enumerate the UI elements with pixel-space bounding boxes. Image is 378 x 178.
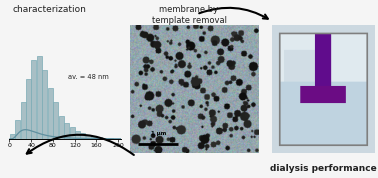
Bar <box>31 61 36 139</box>
Bar <box>102 138 107 139</box>
Bar <box>108 138 113 139</box>
Bar <box>42 70 47 139</box>
Bar <box>70 127 74 139</box>
Text: membrane by
template removal: membrane by template removal <box>152 5 226 25</box>
Bar <box>59 116 64 139</box>
Bar <box>20 102 26 139</box>
Bar <box>75 130 80 139</box>
Bar <box>10 134 15 139</box>
Bar <box>37 56 42 139</box>
Text: 1 μm: 1 μm <box>151 131 166 136</box>
Bar <box>64 123 69 139</box>
Bar <box>15 120 20 139</box>
Text: dialysis performance: dialysis performance <box>270 164 376 173</box>
Bar <box>48 88 53 139</box>
Bar <box>26 79 31 139</box>
Bar <box>81 133 85 139</box>
Bar <box>97 137 102 139</box>
Bar <box>91 137 96 139</box>
Text: av. = 48 nm: av. = 48 nm <box>68 74 109 80</box>
Text: characterization: characterization <box>12 5 86 14</box>
Bar <box>53 102 58 139</box>
Bar <box>86 135 91 139</box>
